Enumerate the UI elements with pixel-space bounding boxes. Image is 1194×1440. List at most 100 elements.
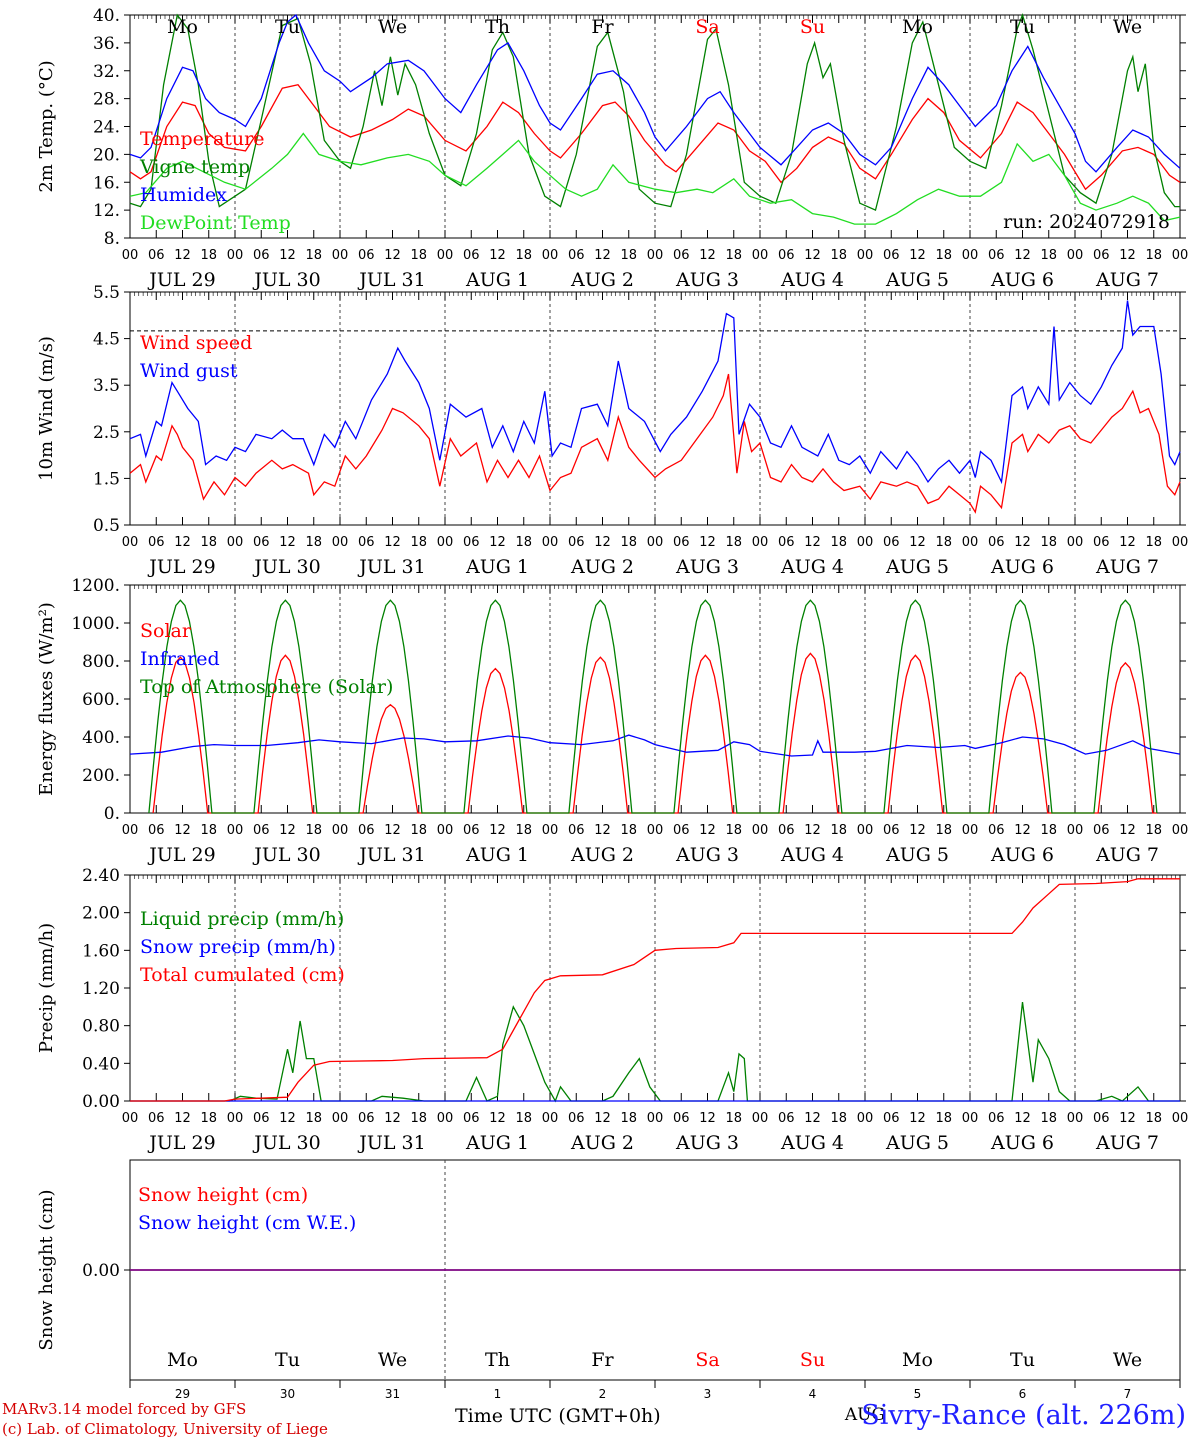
hour-label: 06 (778, 1111, 795, 1126)
hour-label: 06 (148, 248, 165, 263)
hour-label: 06 (883, 535, 900, 550)
hour-label: 00 (1172, 1111, 1189, 1126)
hour-label: 12 (174, 535, 191, 550)
hour-label: 18 (515, 1111, 532, 1126)
y-tick-label: 1.5 (93, 469, 120, 489)
hour-label: 12 (909, 823, 926, 838)
day-label: JUL 30 (252, 269, 320, 291)
y-tick-label: 0. (104, 804, 120, 824)
hour-label: 06 (358, 823, 375, 838)
hour-label: 06 (463, 535, 480, 550)
y-tick-label: 0.00 (82, 1092, 120, 1112)
series-line-wind-gust (129, 300, 1181, 485)
hour-label: 00 (437, 248, 454, 263)
hour-label: 18 (410, 1111, 427, 1126)
hour-label: 12 (804, 1111, 821, 1126)
legend-entry: Humidex (140, 184, 227, 206)
day-label: AUG 7 (1095, 556, 1159, 578)
hour-label: 00 (122, 248, 139, 263)
day-label: JUL 31 (357, 844, 425, 866)
y-tick-label: 12. (93, 201, 120, 221)
legend-entry: Solar (140, 620, 192, 642)
legend-entry: Snow precip (mm/h) (140, 936, 336, 958)
hour-label: 06 (673, 1111, 690, 1126)
hour-label: 18 (410, 823, 427, 838)
hour-label: 00 (542, 1111, 559, 1126)
hour-label: 00 (647, 248, 664, 263)
hour-label: 18 (935, 1111, 952, 1126)
hour-label: 18 (620, 823, 637, 838)
hour-label: 18 (1040, 1111, 1057, 1126)
hour-label: 00 (752, 248, 769, 263)
hour-label: 12 (1014, 535, 1031, 550)
hour-label: 18 (200, 1111, 217, 1126)
series-line-dewpoint-temp (129, 132, 1181, 225)
hour-label: 12 (279, 1111, 296, 1126)
day-label: AUG 2 (570, 556, 634, 578)
hour-label: 06 (358, 1111, 375, 1126)
hour-label: 00 (647, 535, 664, 550)
hour-label: 18 (515, 535, 532, 550)
hour-label: 00 (857, 1111, 874, 1126)
day-label: AUG 4 (780, 269, 844, 291)
day-label: AUG 7 (1095, 269, 1159, 291)
legend-entry: Temperature (140, 128, 264, 150)
day-label: AUG 5 (885, 844, 949, 866)
hour-label: 06 (253, 248, 270, 263)
series-line-vigne-temp (129, 12, 1180, 212)
day-number: 29 (175, 1387, 190, 1401)
hour-label: 18 (830, 248, 847, 263)
legend-entry: Snow height (cm) (138, 1184, 308, 1206)
weekday-label-top: We (378, 16, 407, 38)
hour-label: 18 (725, 248, 742, 263)
day-label: JUL 29 (147, 269, 215, 291)
hour-label: 12 (489, 1111, 506, 1126)
hour-label: 06 (778, 535, 795, 550)
y-tick-label: 2.00 (82, 904, 120, 924)
hour-label: 12 (1119, 248, 1136, 263)
hour-label: 18 (515, 823, 532, 838)
hour-label: 18 (1040, 248, 1057, 263)
hour-label: 00 (857, 248, 874, 263)
hour-label: 00 (437, 1111, 454, 1126)
day-label: JUL 30 (252, 1132, 320, 1154)
series-line-wind-speed (129, 373, 1181, 514)
hour-label: 06 (883, 1111, 900, 1126)
hour-label: 18 (305, 248, 322, 263)
month-label: AUG (844, 1405, 885, 1425)
hour-label: 12 (174, 1111, 191, 1126)
hour-label: 00 (542, 248, 559, 263)
hour-label: 00 (962, 1111, 979, 1126)
hour-label: 00 (647, 1111, 664, 1126)
hour-label: 18 (200, 823, 217, 838)
day-label: AUG 2 (570, 844, 634, 866)
y-tick-label: 800. (82, 652, 120, 672)
day-number: 4 (809, 1387, 817, 1401)
y-tick-label: 28. (93, 90, 120, 110)
hour-label: 18 (620, 535, 637, 550)
y-tick-label: 1000. (71, 614, 120, 634)
weekday-label-top: We (1113, 16, 1142, 38)
day-label: AUG 6 (990, 269, 1054, 291)
day-label: AUG 5 (885, 556, 949, 578)
hour-label: 00 (227, 248, 244, 263)
hour-label: 18 (200, 248, 217, 263)
day-label: JUL 29 (147, 1132, 215, 1154)
y-tick-label: 1.60 (82, 941, 120, 961)
y-tick-label: 200. (82, 766, 120, 786)
hour-label: 12 (594, 823, 611, 838)
series-line-humidex (129, 13, 1181, 173)
hour-label: 06 (253, 823, 270, 838)
hour-label: 00 (332, 248, 349, 263)
hour-label: 18 (1040, 535, 1057, 550)
y-tick-label: 600. (82, 690, 120, 710)
day-label: AUG 7 (1095, 1132, 1159, 1154)
weekday-label-bottom: We (1113, 1349, 1142, 1371)
hour-label: 12 (699, 248, 716, 263)
hour-label: 00 (1172, 248, 1189, 263)
day-label: AUG 6 (990, 556, 1054, 578)
day-label: AUG 3 (675, 556, 739, 578)
hour-label: 06 (568, 1111, 585, 1126)
day-number: 5 (914, 1387, 922, 1401)
